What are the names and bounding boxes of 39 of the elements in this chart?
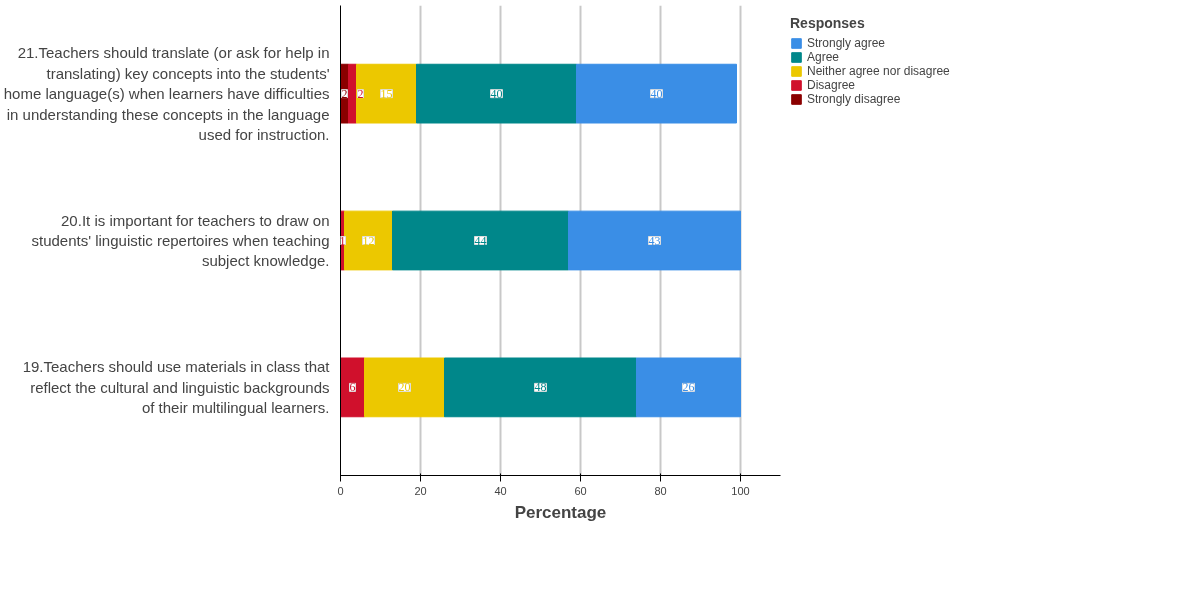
- bar: [568, 210, 741, 271]
- x-tick-label: 80: [654, 484, 667, 497]
- x-tick-label: 60: [574, 484, 587, 497]
- bar: [340, 357, 365, 418]
- data-label: 15: [380, 86, 393, 101]
- data-label: 43: [648, 233, 661, 248]
- y-tick-label: 20.It is important for teachers to draw on students' linguistic repertoires when teaching subject knowledge.: [31, 211, 330, 270]
- data-label: 12: [362, 233, 375, 248]
- data-label: 2: [357, 86, 364, 101]
- legend-label: Agree: [807, 50, 840, 64]
- x-tick-label: 100: [731, 484, 750, 497]
- legend-label: Strongly agree: [807, 36, 886, 50]
- legend-label: Neither agree nor disagree: [807, 64, 950, 78]
- bar: [356, 63, 417, 124]
- bar: [364, 357, 445, 418]
- data-label: 2: [341, 86, 348, 101]
- data-label: 6: [349, 380, 356, 395]
- x-tick-label: 20: [414, 484, 427, 497]
- data-label: 40: [650, 86, 663, 101]
- bar: [392, 210, 569, 271]
- x-axis-title: Percentage: [514, 502, 607, 522]
- data-label: 26: [682, 380, 695, 395]
- legend-label: Disagree: [807, 78, 856, 92]
- bar: [444, 357, 637, 418]
- bar: [344, 210, 393, 271]
- bar: [636, 357, 741, 418]
- bar: [416, 63, 577, 124]
- data-label: 40: [490, 86, 503, 101]
- x-tick-label: 40: [494, 484, 507, 497]
- data-label: 44: [474, 233, 487, 248]
- x-tick-label: 0: [337, 484, 344, 497]
- data-label: 1: [339, 233, 346, 248]
- legend-label: Strongly disagree: [807, 92, 901, 106]
- data-label: 48: [534, 380, 547, 395]
- y-tick-label: 21.Teachers should translate (or ask for help in translating) key concepts into the students' home language(s) when learners have difficulties in understanding these concepts in the language used for instruction.: [3, 44, 330, 143]
- bar: [576, 63, 737, 124]
- y-tick-label: 19.Teachers should use materials in class that reflect the cultural and linguistic backgrounds of their multilingual learners.: [22, 358, 331, 417]
- legend-title: Responses: [790, 15, 866, 31]
- data-label: 20: [398, 380, 411, 395]
